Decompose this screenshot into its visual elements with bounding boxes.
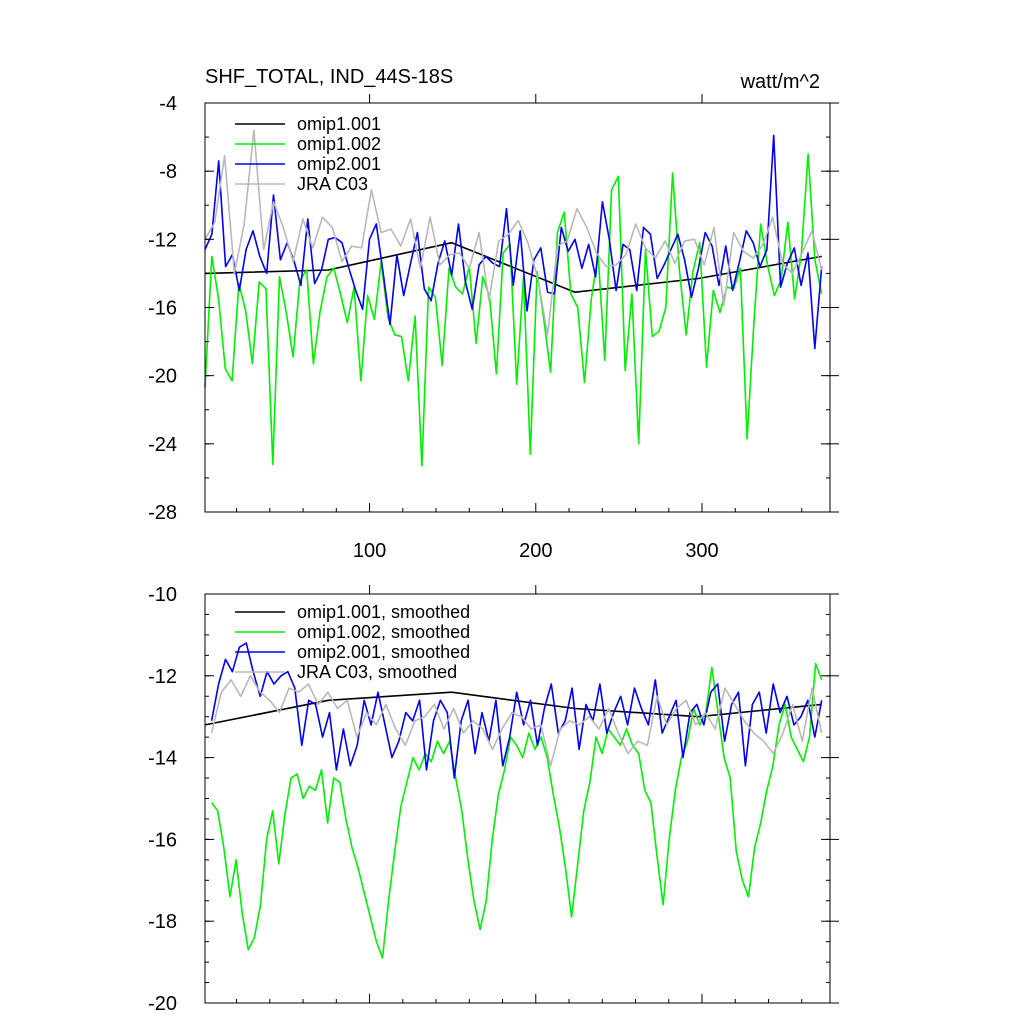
legend-label: JRA C03, smoothed <box>297 662 457 682</box>
series-lines <box>204 129 823 467</box>
legend-label: omip1.001, smoothed <box>297 602 470 622</box>
y-tick-label: -14 <box>148 748 177 770</box>
y-tick-label: -12 <box>148 666 177 688</box>
series-line-1 <box>210 662 823 959</box>
series-line-2 <box>210 642 823 779</box>
y-tick-label: -20 <box>148 993 177 1015</box>
y-tick-label: -10 <box>148 584 177 606</box>
y-tick-label: -4 <box>159 93 177 115</box>
y-tick-label: -16 <box>148 829 177 851</box>
top-panel: 100 200 300-28-24-20-16-12-8-4omip1.001omi… <box>148 93 839 562</box>
y-tick-label: -16 <box>148 298 177 320</box>
legend-label: omip2.001, smoothed <box>297 642 470 662</box>
legend-label: JRA C03 <box>297 174 368 194</box>
y-tick-label: -18 <box>148 911 177 933</box>
series-line-3 <box>204 129 823 336</box>
series-line-0 <box>204 241 822 294</box>
legend-label: omip1.002 <box>297 134 381 154</box>
y-tick-label: -28 <box>148 502 177 524</box>
legend-label: omip2.001 <box>297 154 381 174</box>
legend-label: omip1.001 <box>297 114 381 134</box>
y-tick-label: -12 <box>148 229 177 251</box>
legend-label: omip1.002, smoothed <box>297 622 470 642</box>
series-line-1 <box>204 153 823 467</box>
x-tick-label: 100 <box>353 540 386 562</box>
y-tick-label: -20 <box>148 366 177 388</box>
series-line-3 <box>210 674 823 767</box>
series-line-2 <box>204 134 823 350</box>
y-tick-label: -8 <box>159 161 177 183</box>
figure-title: SHF_TOTAL, IND_44S-18S <box>205 66 453 88</box>
x-tick-label: 300 <box>685 540 718 562</box>
units-label: watt/m^2 <box>740 71 820 93</box>
x-tick-label: 200 <box>519 540 552 562</box>
y-tick-label: -24 <box>148 434 177 456</box>
series-lines <box>204 642 823 959</box>
